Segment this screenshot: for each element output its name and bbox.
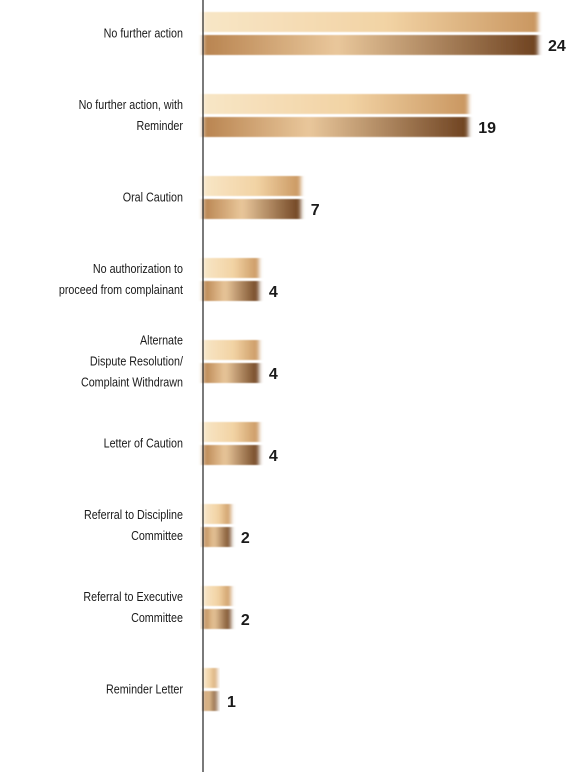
value-label-oral-caution: 7: [311, 202, 320, 219]
value-label-no-authorization-to-proceed-from-complainant: 4: [269, 284, 278, 301]
bar-light-letter-of-caution: [203, 422, 259, 442]
category-label-no-authorization-to-proceed-from-complainant: No authorization to proceed from complain…: [59, 262, 184, 297]
value-label-referral-to-discipline-committee: 2: [241, 530, 250, 547]
bar-dark-reminder-letter: [203, 691, 217, 711]
category-label-letter-of-caution: Letter of Caution: [104, 437, 183, 451]
bar-dark-letter-of-caution: [203, 445, 259, 465]
category-label-referral-to-discipline-committee: Referral to Discipline Committee: [84, 508, 183, 543]
bar-light-referral-to-discipline-committee: [203, 504, 231, 524]
category-label-oral-caution: Oral Caution: [123, 191, 183, 205]
value-label-letter-of-caution: 4: [269, 448, 278, 465]
category-label-referral-to-executive-committee: Referral to Executive Committee: [83, 590, 183, 625]
bars-group: [203, 12, 538, 711]
bar-dark-referral-to-executive-committee: [203, 609, 231, 629]
category-label-alternate-dispute-resolution-complaint-withdrawn: Alternate Dispute Resolution/Complaint Wi…: [81, 334, 184, 390]
bar-light-no-authorization-to-proceed-from-complainant: [203, 258, 259, 278]
bar-light-alternate-dispute-resolution-complaint-withdrawn: [203, 340, 259, 360]
value-labels-group: 24 19 7 4 4 4 2 2 1: [227, 38, 566, 711]
bar-dark-alternate-dispute-resolution-complaint-withdrawn: [203, 363, 259, 383]
bar-light-referral-to-executive-committee: [203, 586, 231, 606]
value-label-no-further-action-with-reminder: 19: [478, 120, 496, 137]
category-label-no-further-action-with-reminder: No further action, with Reminder: [79, 98, 184, 133]
bar-light-no-further-action-with-reminder: [203, 94, 469, 114]
bar-dark-no-further-action: [203, 35, 538, 55]
category-label-no-further-action: No further action: [104, 27, 183, 41]
bar-dark-oral-caution: [203, 199, 301, 219]
category-label-reminder-letter: Reminder Letter: [106, 683, 183, 697]
value-label-alternate-dispute-resolution-complaint-withdrawn: 4: [269, 366, 278, 383]
value-label-reminder-letter: 1: [227, 694, 236, 711]
bar-light-no-further-action: [203, 12, 538, 32]
value-label-no-further-action: 24: [548, 38, 566, 55]
bar-light-oral-caution: [203, 176, 301, 196]
bar-dark-no-authorization-to-proceed-from-complainant: [203, 281, 259, 301]
value-label-referral-to-executive-committee: 2: [241, 612, 250, 629]
category-labels-group: No further action No further action, with…: [59, 27, 184, 697]
bar-dark-no-further-action-with-reminder: [203, 117, 469, 137]
bar-dark-referral-to-discipline-committee: [203, 527, 231, 547]
bar-light-reminder-letter: [203, 668, 217, 688]
